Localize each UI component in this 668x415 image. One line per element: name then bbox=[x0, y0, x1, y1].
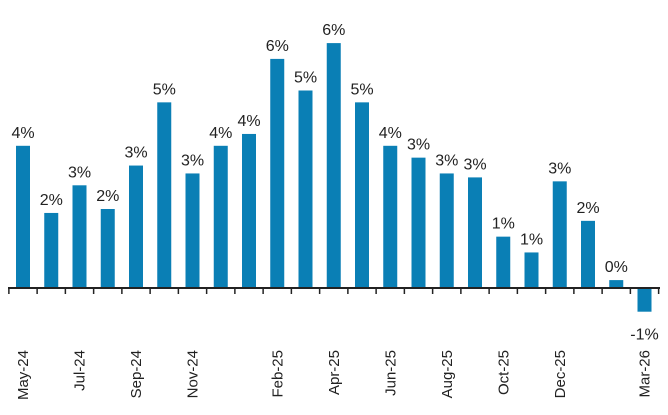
bar-Aug-24 bbox=[100, 209, 115, 288]
data-labels-group: 4% 2% 3% 2% 3% 5% 3% 4% 4% 6% 5% 6% 5% 4% 3% 3% 3% 1% 1% 3%… bbox=[11, 22, 658, 344]
data-label-May-24: 4% bbox=[11, 125, 34, 142]
bar-Jun-25 bbox=[383, 145, 398, 288]
x-tick-label-Feb-25: Feb-25 bbox=[269, 350, 286, 398]
data-label-Feb-26: 0% bbox=[605, 259, 628, 276]
bar-Oct-25 bbox=[496, 236, 511, 288]
x-tick-label-Mar-26: Mar-26 bbox=[637, 350, 654, 398]
bar-Aug-25 bbox=[439, 173, 454, 288]
bar-Nov-25 bbox=[524, 252, 539, 288]
data-label-Jul-24: 3% bbox=[68, 164, 91, 181]
data-label-Nov-24: 3% bbox=[181, 152, 204, 169]
data-label-Jun-25: 4% bbox=[379, 125, 402, 142]
bar-Nov-24 bbox=[185, 173, 200, 288]
bar-Feb-25 bbox=[270, 58, 285, 289]
bar-Sep-25 bbox=[468, 177, 482, 288]
bar-Jun-24 bbox=[44, 212, 59, 288]
x-tick-label-Nov-24: Nov-24 bbox=[185, 350, 202, 398]
data-label-Apr-25: 6% bbox=[322, 22, 345, 39]
data-label-Jan-26: 2% bbox=[576, 200, 599, 217]
data-label-Sep-25: 3% bbox=[463, 156, 486, 173]
x-tick-labels-group: May-24 Jul-24 Sep-24 Nov-24 Feb-25 Apr-25 Jun-… bbox=[15, 350, 654, 400]
bar-Jan-26 bbox=[581, 220, 595, 288]
x-tick-label-Dec-25: Dec-25 bbox=[552, 350, 569, 398]
data-label-Mar-26: -1% bbox=[630, 327, 658, 344]
x-tick-label-Apr-25: Apr-25 bbox=[326, 350, 343, 395]
bar-Dec-24 bbox=[213, 145, 228, 288]
bar-Mar-25 bbox=[298, 90, 313, 288]
bar-Feb-26 bbox=[609, 280, 624, 288]
bar-Jan-25 bbox=[242, 133, 256, 288]
x-tick-label-Aug-25: Aug-25 bbox=[439, 350, 456, 398]
bar-Mar-26 bbox=[637, 288, 652, 312]
bar-Oct-24 bbox=[157, 102, 172, 288]
data-label-Dec-24: 4% bbox=[209, 125, 232, 142]
x-tick-label-Sep-24: Sep-24 bbox=[128, 350, 145, 398]
bar-May-24 bbox=[16, 145, 30, 288]
x-tick-label-Oct-25: Oct-25 bbox=[495, 350, 512, 395]
data-label-Jan-25: 4% bbox=[237, 113, 260, 130]
data-label-Dec-25: 3% bbox=[548, 160, 571, 177]
data-label-Mar-25: 5% bbox=[294, 70, 317, 87]
data-label-Jul-25: 3% bbox=[407, 137, 430, 154]
x-tick-label-Jul-24: Jul-24 bbox=[72, 350, 89, 391]
data-label-Aug-24: 2% bbox=[96, 188, 119, 205]
bar-Sep-24 bbox=[129, 165, 143, 288]
data-label-Jun-24: 2% bbox=[40, 192, 63, 209]
bars-group bbox=[16, 43, 652, 312]
data-label-Feb-25: 6% bbox=[266, 38, 289, 55]
data-label-May-25: 5% bbox=[350, 81, 373, 98]
x-tick-label-Jun-25: Jun-25 bbox=[382, 350, 399, 396]
bar-Jul-25 bbox=[411, 157, 426, 288]
x-tick-marks-group bbox=[8, 288, 660, 294]
data-label-Oct-24: 5% bbox=[153, 81, 176, 98]
data-label-Nov-25: 1% bbox=[520, 231, 543, 248]
bar-Jul-24 bbox=[72, 185, 87, 288]
x-tick-label-May-24: May-24 bbox=[15, 350, 32, 400]
data-label-Sep-24: 3% bbox=[124, 145, 147, 162]
data-label-Oct-25: 1% bbox=[492, 216, 515, 233]
bar-Dec-25 bbox=[552, 181, 567, 288]
data-label-Aug-25: 3% bbox=[435, 152, 458, 169]
bar-Apr-25 bbox=[326, 43, 341, 288]
bar-May-25 bbox=[355, 102, 369, 288]
